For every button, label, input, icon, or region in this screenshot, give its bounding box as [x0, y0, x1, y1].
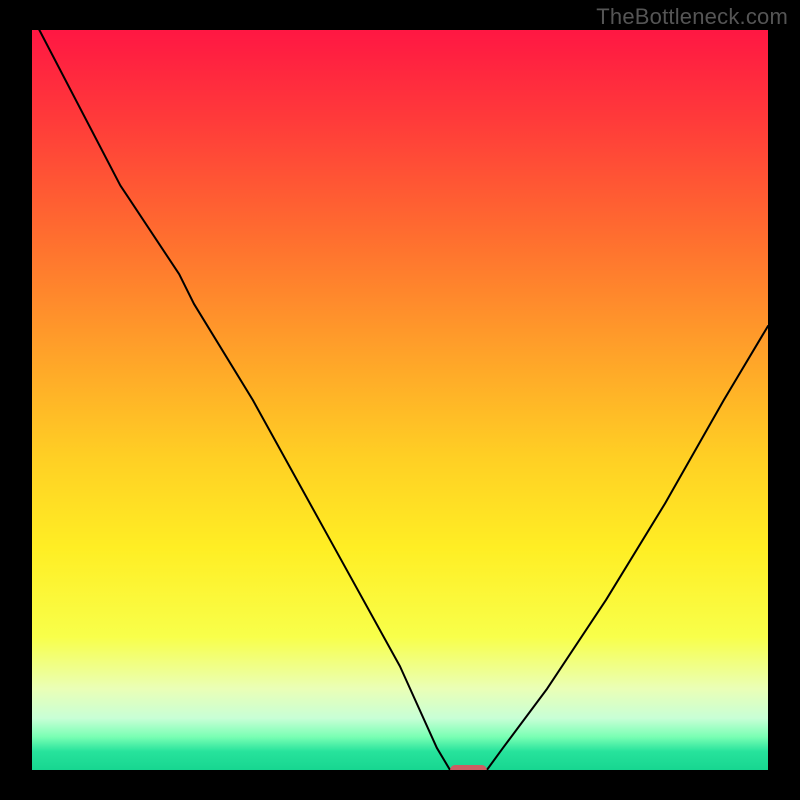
gradient-background [32, 30, 768, 770]
plot-area [32, 30, 768, 770]
figure-frame: TheBottleneck.com [0, 0, 800, 800]
watermark-text: TheBottleneck.com [596, 4, 788, 30]
minimum-marker [450, 765, 487, 770]
chart-svg [32, 30, 768, 770]
